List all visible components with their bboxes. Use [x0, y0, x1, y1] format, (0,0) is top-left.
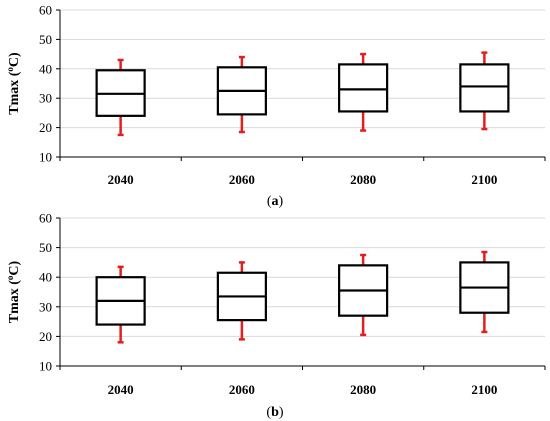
- box-2040: [95, 58, 146, 137]
- panel-caption: (b): [266, 405, 283, 420]
- x-tick-label: 2060: [229, 172, 255, 187]
- y-tick-label: 20: [39, 329, 52, 344]
- panel-caption: (a): [267, 194, 284, 209]
- y-tick-label: 50: [39, 240, 52, 255]
- box-2040: [95, 265, 146, 344]
- y-tick-label: 20: [39, 120, 52, 135]
- x-tick-label: 2040: [108, 382, 134, 397]
- box-2100: [459, 250, 510, 334]
- y-axis-label: Tmax (oC): [5, 52, 22, 115]
- box-2060: [216, 55, 267, 134]
- y-tick-label: 40: [39, 61, 52, 76]
- x-tick-label: 2080: [350, 172, 376, 187]
- chart-b: 10 20 30 40 50 60 2040 2060 2080 2100 Tmax (oC) (b): [5, 211, 546, 420]
- y-tick-label: 10: [39, 150, 52, 165]
- y-tick-label: 30: [39, 299, 52, 314]
- box-2080: [338, 52, 389, 132]
- iqr-box: [338, 63, 389, 113]
- y-tick-label: 50: [39, 32, 52, 47]
- chart-a: 10 20 30 40 50 60 2040 2060 2080 2100 Tmax (oC) (a): [5, 3, 546, 209]
- y-tick-label: 40: [39, 270, 52, 285]
- box-2060: [216, 261, 267, 341]
- y-tick-label: 30: [39, 91, 52, 106]
- box-2080: [338, 253, 389, 337]
- y-tick-label: 10: [39, 359, 52, 374]
- x-tick-label: 2040: [108, 172, 134, 187]
- x-tick-label: 2100: [471, 172, 497, 187]
- x-tick-label: 2080: [350, 382, 376, 397]
- x-tick-label: 2060: [229, 382, 255, 397]
- box-2100: [459, 51, 510, 131]
- y-tick-label: 60: [39, 3, 52, 18]
- iqr-box: [459, 63, 510, 113]
- y-tick-label: 60: [39, 211, 52, 226]
- y-axis-label: Tmax (oC): [5, 260, 22, 323]
- x-tick-label: 2100: [471, 382, 497, 397]
